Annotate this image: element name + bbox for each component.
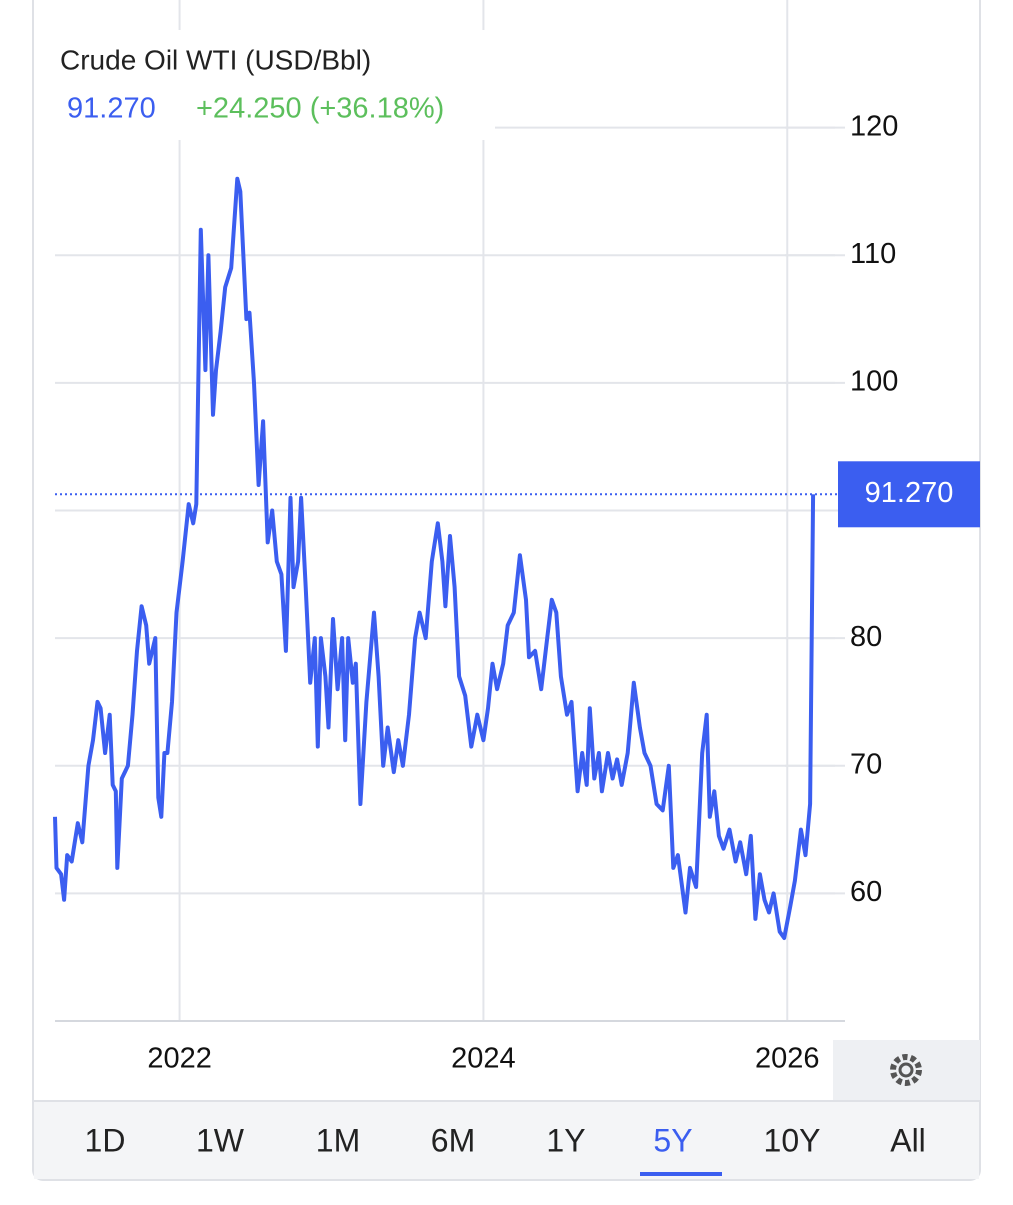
y-tick-label: 120 <box>850 110 898 142</box>
settings-gear-hub[interactable] <box>898 1062 914 1078</box>
x-tick-label: 2026 <box>755 1043 820 1075</box>
last-value: 91.270 <box>67 93 156 125</box>
last-value-badge <box>838 461 980 528</box>
range-tab[interactable]: 5Y <box>653 1122 692 1158</box>
range-tab[interactable]: 10Y <box>764 1122 821 1158</box>
x-tick-label: 2024 <box>451 1043 516 1075</box>
y-tick-label: 80 <box>850 621 882 653</box>
last-value-badge-label: 91.270 <box>865 477 954 509</box>
range-tab[interactable]: All <box>890 1122 926 1158</box>
change: +24.250 (+36.18%) <box>196 93 444 125</box>
x-tick-label: 2022 <box>147 1043 212 1075</box>
tab-bar <box>34 1101 979 1179</box>
y-tick-label: 70 <box>850 748 882 780</box>
range-tab[interactable]: 1D <box>85 1122 126 1158</box>
active-tab-underline <box>640 1172 722 1176</box>
range-tab[interactable]: 1M <box>316 1122 360 1158</box>
header-bg <box>55 30 495 140</box>
y-tick-label: 110 <box>850 238 896 270</box>
widget-frame <box>32 0 981 1181</box>
settings-button[interactable] <box>833 1040 980 1100</box>
range-tab[interactable]: 1W <box>196 1122 245 1158</box>
range-tab[interactable]: 1Y <box>546 1122 585 1158</box>
range-tab[interactable]: 6M <box>431 1122 475 1158</box>
price-line <box>53 176 816 940</box>
settings-gear[interactable] <box>890 1054 922 1086</box>
y-tick-label: 60 <box>850 876 882 908</box>
y-tick-label: 100 <box>850 366 898 398</box>
chart-title: Crude Oil WTI (USD/Bbl) <box>60 44 371 75</box>
